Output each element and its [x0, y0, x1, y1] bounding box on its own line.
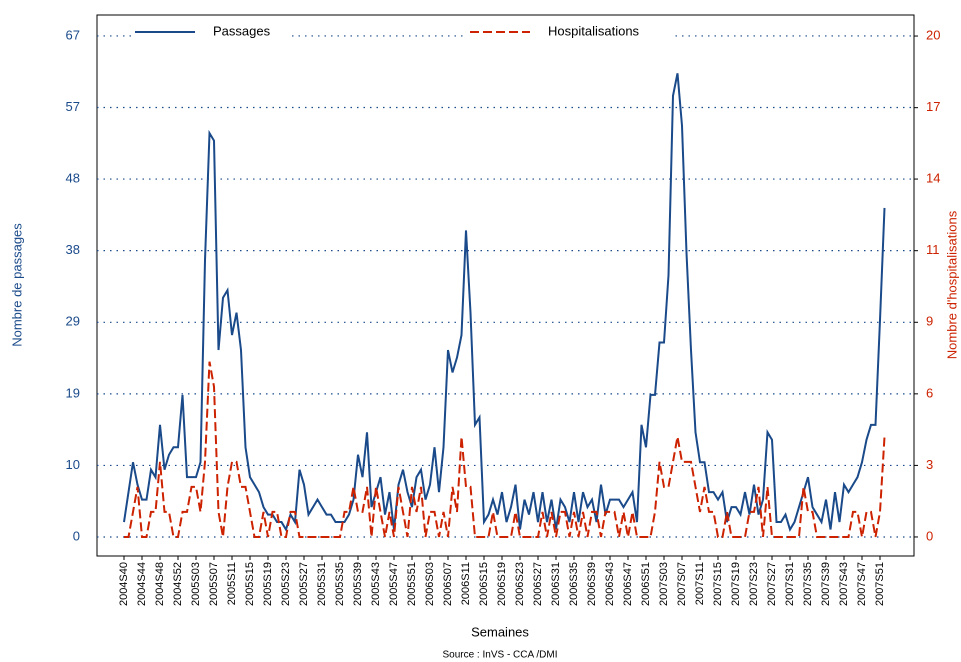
- y-axis-label: Nombre de passages: [9, 223, 24, 347]
- x-tick-label: 2006S07: [442, 562, 454, 606]
- x-tick-label: 2007S35: [802, 562, 814, 606]
- x-tick-label: 2005S35: [334, 562, 346, 606]
- x-tick-label: 2005S19: [262, 562, 274, 606]
- source-note: Source : InVS - CCA /DMI: [442, 650, 557, 661]
- y2-tick-label: 14: [926, 170, 940, 185]
- legend-background: [466, 24, 672, 40]
- x-tick-label: 2006S39: [586, 562, 598, 606]
- x-tick-label: 2005S15: [244, 562, 256, 606]
- x-tick-label: 2005S39: [352, 562, 364, 606]
- y-tick-label: 57: [66, 99, 80, 114]
- y2-tick-label: 0: [926, 528, 933, 543]
- x-tick-label: 2005S43: [370, 562, 382, 606]
- x-tick-label: 2005S11: [226, 562, 238, 605]
- series-line: [123, 73, 886, 532]
- x-tick-label: 2005S47: [388, 562, 400, 606]
- y-tick-label: 19: [66, 385, 80, 400]
- x-tick-label: 2005S03: [190, 562, 202, 606]
- y-tick-label: 0: [73, 528, 80, 543]
- x-tick-label: 2005S23: [280, 562, 292, 606]
- x-tick-label: 2007S39: [820, 562, 832, 606]
- x-tick-label: 2004S44: [136, 562, 148, 606]
- x-tick-label: 2004S48: [154, 562, 166, 606]
- x-tick-label: 2007S51: [874, 562, 886, 606]
- x-tick-label: 2007S47: [856, 562, 868, 606]
- x-tick-label: 2006S35: [568, 562, 580, 606]
- x-tick-label: 2006S27: [532, 562, 544, 606]
- x-tick-label: 2006S43: [604, 562, 616, 606]
- legend-label: Passages: [213, 23, 271, 38]
- y2-axis-label: Nombre d'hospitalisations: [944, 210, 959, 359]
- legend-label: Hospitalisations: [548, 23, 640, 38]
- x-tick-label: 2007S11: [694, 562, 706, 605]
- x-tick-label: 2006S11: [460, 562, 472, 605]
- x-tick-label: 2006S03: [424, 562, 436, 606]
- y-tick-label: 38: [66, 242, 80, 257]
- x-tick-label: 2005S07: [208, 562, 220, 606]
- x-tick-label: 2006S23: [514, 562, 526, 606]
- legend-background: [131, 24, 291, 40]
- y2-tick-label: 20: [926, 27, 940, 42]
- x-tick-label: 2007S19: [730, 562, 742, 606]
- x-tick-label: 2006S31: [550, 562, 562, 606]
- x-tick-label: 2006S15: [478, 562, 490, 606]
- y-tick-label: 48: [66, 171, 80, 186]
- x-tick-label: 2006S51: [640, 562, 652, 606]
- x-tick-label: 2006S47: [622, 562, 634, 606]
- y2-tick-label: 6: [926, 385, 933, 400]
- y-tick-label: 29: [66, 314, 80, 329]
- y2-tick-label: 11: [926, 242, 940, 257]
- y2-tick-label: 3: [926, 457, 933, 472]
- x-tick-label: 2005S51: [406, 562, 418, 606]
- x-tick-label: 2007S27: [766, 562, 778, 606]
- x-tick-label: 2007S03: [658, 562, 670, 606]
- x-tick-label: 2007S07: [676, 562, 688, 606]
- x-tick-label: 2006S19: [496, 562, 508, 606]
- x-tick-label: 2004S52: [172, 562, 184, 606]
- plot-frame: [96, 14, 915, 557]
- x-tick-label: 2005S27: [298, 562, 310, 606]
- x-tick-label: 2007S43: [838, 562, 850, 606]
- series-line: [124, 361, 886, 538]
- x-tick-label: 2007S23: [748, 562, 760, 606]
- x-tick-label: 2004S40: [118, 562, 130, 606]
- y2-tick-label: 17: [926, 99, 940, 114]
- y-tick-label: 67: [66, 27, 80, 42]
- x-axis-label: Semaines: [471, 624, 529, 639]
- x-tick-label: 2007S31: [784, 562, 796, 606]
- x-tick-label: 2007S15: [712, 562, 724, 606]
- x-tick-label: 2005S31: [316, 562, 328, 606]
- y2-tick-label: 9: [926, 314, 933, 329]
- y-tick-label: 10: [66, 457, 80, 472]
